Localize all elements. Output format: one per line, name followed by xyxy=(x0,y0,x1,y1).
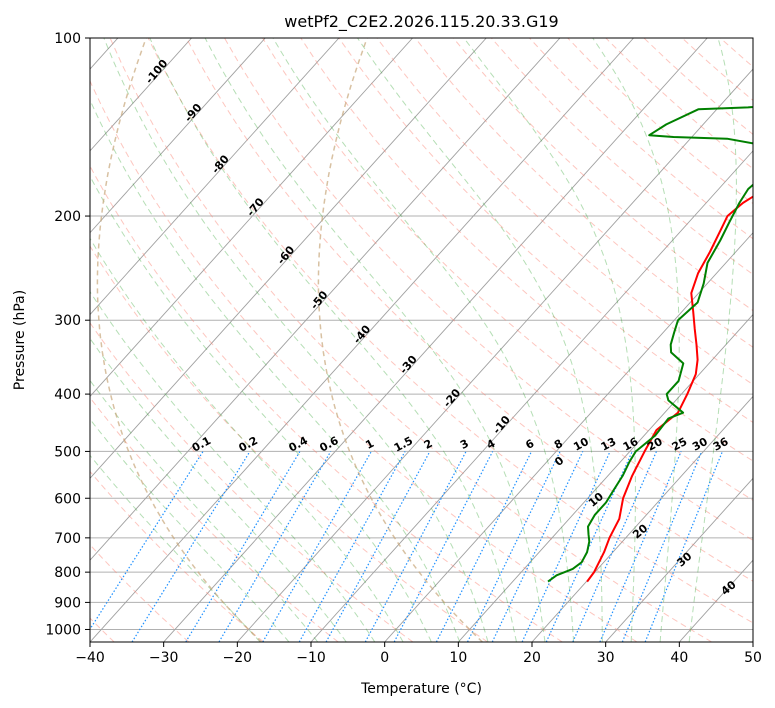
dewpoint-profile-line xyxy=(547,106,753,583)
x-tick-label: 50 xyxy=(744,650,762,666)
dry-adiabat-line xyxy=(90,165,563,642)
reference-curve xyxy=(317,38,483,642)
y-tick-label: 400 xyxy=(54,387,81,403)
y-tick-label: 300 xyxy=(54,313,81,329)
mixing-ratio-line xyxy=(491,451,584,642)
reference-curves xyxy=(96,38,483,642)
isotherm-line xyxy=(457,313,753,642)
x-axis-label: Temperature (°C) xyxy=(360,681,482,697)
mixing-ratio-label: 36 xyxy=(711,435,731,454)
plot-area: 0.1 0.2 0.4 0.6 1 1.5 2 3 4 6 8 10 13 16 20 25 30 36-100-… xyxy=(90,38,753,642)
y-axis-ticks: 100 200 300 400 500 600 700 800 900 1000 xyxy=(45,31,90,638)
isotherm-line xyxy=(90,38,487,479)
x-tick-label: −10 xyxy=(296,650,326,666)
moist-adiabat-line xyxy=(149,38,517,642)
y-tick-label: 1000 xyxy=(45,622,81,638)
isobar-gridlines xyxy=(90,38,753,630)
x-tick-label: 40 xyxy=(670,650,688,666)
dry-adiabats xyxy=(90,38,753,642)
dry-adiabat-line xyxy=(109,38,712,642)
dry-adiabat-line xyxy=(90,322,414,642)
x-tick-label: −20 xyxy=(223,650,253,666)
moist-adiabat-line xyxy=(204,38,546,642)
dry-adiabat-line xyxy=(452,38,753,312)
mixing-ratio-lines xyxy=(90,451,723,642)
x-tick-label: 20 xyxy=(523,650,541,666)
mixing-ratio-label: 20 xyxy=(645,435,665,454)
mixing-ratio-line xyxy=(466,451,561,642)
temperature-profile-line xyxy=(586,195,753,583)
dry-adiabat-line xyxy=(147,38,753,624)
isotherm-line xyxy=(384,232,753,642)
isotherm-line xyxy=(90,38,266,234)
isotherm-line xyxy=(90,38,561,561)
mixing-ratio-line xyxy=(599,451,682,642)
y-axis-label: Pressure (hPa) xyxy=(12,290,28,390)
mixing-ratio-label: 13 xyxy=(599,435,619,454)
x-tick-label: 10 xyxy=(449,650,467,666)
mixing-ratio-line xyxy=(621,451,703,642)
mixing-ratio-line xyxy=(325,451,431,642)
y-tick-label: 500 xyxy=(54,444,81,460)
mixing-ratio-line xyxy=(298,451,406,642)
moist-adiabat-line xyxy=(103,38,489,642)
mixing-ratio-label: 30 xyxy=(690,435,710,454)
x-tick-label: 30 xyxy=(597,650,615,666)
isotherm-line xyxy=(90,38,413,398)
isotherm-line xyxy=(236,68,753,642)
mixing-ratio-line xyxy=(393,451,494,642)
moist-adiabat-line xyxy=(688,38,737,642)
mixing-ratio-line xyxy=(644,451,723,642)
moist-adiabat-line xyxy=(90,290,376,642)
isotherm-line xyxy=(531,395,753,642)
mixing-ratio-label: 10 xyxy=(571,435,591,454)
dry-adiabat-line xyxy=(90,544,190,642)
profile-series xyxy=(547,106,753,583)
dry-adiabat-line xyxy=(414,38,753,348)
moist-adiabat-line xyxy=(90,454,261,642)
mixing-ratio-line xyxy=(364,451,467,642)
moist-adiabat-line xyxy=(90,237,404,642)
isotherm-line xyxy=(90,38,634,642)
dry-adiabat-line xyxy=(90,245,488,642)
isotherm-line xyxy=(310,150,753,642)
moist-adiabat-line xyxy=(90,418,290,642)
y-tick-label: 100 xyxy=(54,31,81,47)
reference-curve xyxy=(96,38,262,642)
mixing-ratio-line xyxy=(131,451,251,642)
y-tick-label: 700 xyxy=(54,531,81,547)
x-tick-label: −40 xyxy=(75,650,105,666)
moist-adiabat-line xyxy=(90,175,432,642)
x-tick-label: 0 xyxy=(380,650,389,666)
isotherm-gridlines xyxy=(90,38,753,642)
moist-adiabat-line xyxy=(357,38,603,642)
dry-adiabat-line xyxy=(376,38,753,386)
mixing-ratio-label: 25 xyxy=(670,435,690,454)
moist-adiabat-line xyxy=(272,38,575,642)
y-tick-label: 600 xyxy=(54,491,81,507)
dry-adiabat-line xyxy=(90,470,264,642)
chart-title: wetPf2_C2E2.2026.115.20.33.G19 xyxy=(284,12,558,32)
y-tick-label: 900 xyxy=(54,595,81,611)
plot-frame xyxy=(89,37,754,643)
mixing-ratio-line xyxy=(435,451,533,642)
dry-adiabat-line xyxy=(90,396,339,642)
isotherm-line xyxy=(90,38,340,316)
y-tick-label: 200 xyxy=(54,209,81,225)
mixing-ratio-line xyxy=(90,451,204,631)
x-tick-label: −30 xyxy=(149,650,179,666)
x-axis-ticks: −40 −30 −20 −10 0 10 20 30 40 50 xyxy=(75,642,762,666)
isotherm-line xyxy=(605,477,753,642)
mixing-ratio-line xyxy=(262,451,372,642)
moist-adiabat-line xyxy=(90,379,319,642)
isotherm-line xyxy=(163,38,708,642)
moist-adiabat-line xyxy=(90,337,347,642)
moist-adiabat-line xyxy=(463,38,636,642)
isotherm-line xyxy=(90,38,192,152)
y-tick-label: 800 xyxy=(54,565,81,581)
moist-adiabat-line xyxy=(592,38,680,642)
mixing-ratio-label: 16 xyxy=(621,435,641,454)
